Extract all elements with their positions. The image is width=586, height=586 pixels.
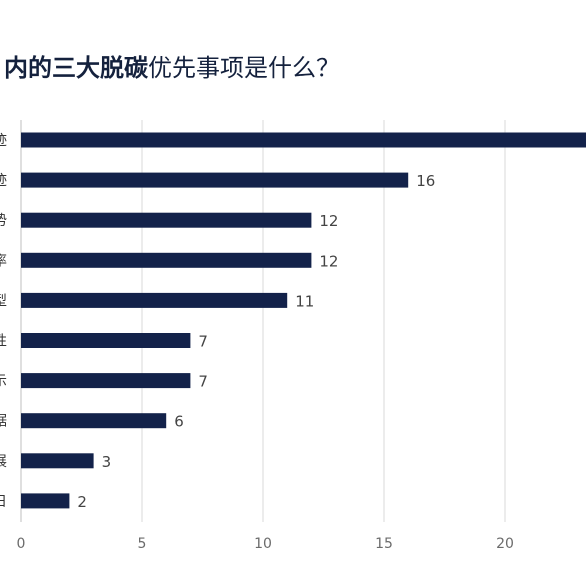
chart-title-bold: 内的三大脱碳 [4, 54, 148, 82]
chart-title: 内的三大脱碳优先事项是什么？ [4, 50, 340, 86]
data-label: 11 [295, 292, 314, 310]
category-label: 势 [0, 213, 7, 229]
x-tick-label: 15 [375, 536, 393, 552]
data-label: 7 [198, 333, 208, 351]
category-label: 迹 [0, 133, 7, 149]
data-label: 3 [102, 453, 112, 471]
category-label: 据 [0, 414, 7, 430]
x-tick-label: 10 [254, 536, 272, 552]
category-label: 率 [0, 252, 7, 269]
data-label: 6 [174, 413, 184, 431]
x-tick-label: 0 [17, 536, 26, 552]
category-label: 型 [0, 293, 7, 309]
data-label: 12 [319, 212, 338, 230]
category-label: 示 [0, 374, 7, 390]
bar [21, 493, 70, 509]
data-label: 2 [77, 493, 87, 511]
bar [21, 453, 94, 469]
x-tick-label: 20 [496, 536, 514, 552]
bar [21, 292, 288, 308]
bar [21, 373, 191, 389]
category-label: 性 [0, 334, 7, 350]
category-label: 日 [0, 494, 7, 510]
bar [21, 212, 312, 228]
bar [21, 413, 167, 429]
data-label: 7 [198, 373, 208, 391]
x-tick-label: 5 [138, 536, 147, 552]
data-label: 16 [416, 172, 435, 190]
bar [21, 132, 586, 148]
bar [21, 333, 191, 348]
bar [21, 252, 312, 268]
chart-title-rest: 优先事项是什么？ [148, 54, 340, 82]
bar [21, 172, 409, 188]
category-label: 迹 [0, 173, 7, 189]
data-label: 12 [319, 252, 338, 270]
category-label: 展 [0, 454, 7, 470]
